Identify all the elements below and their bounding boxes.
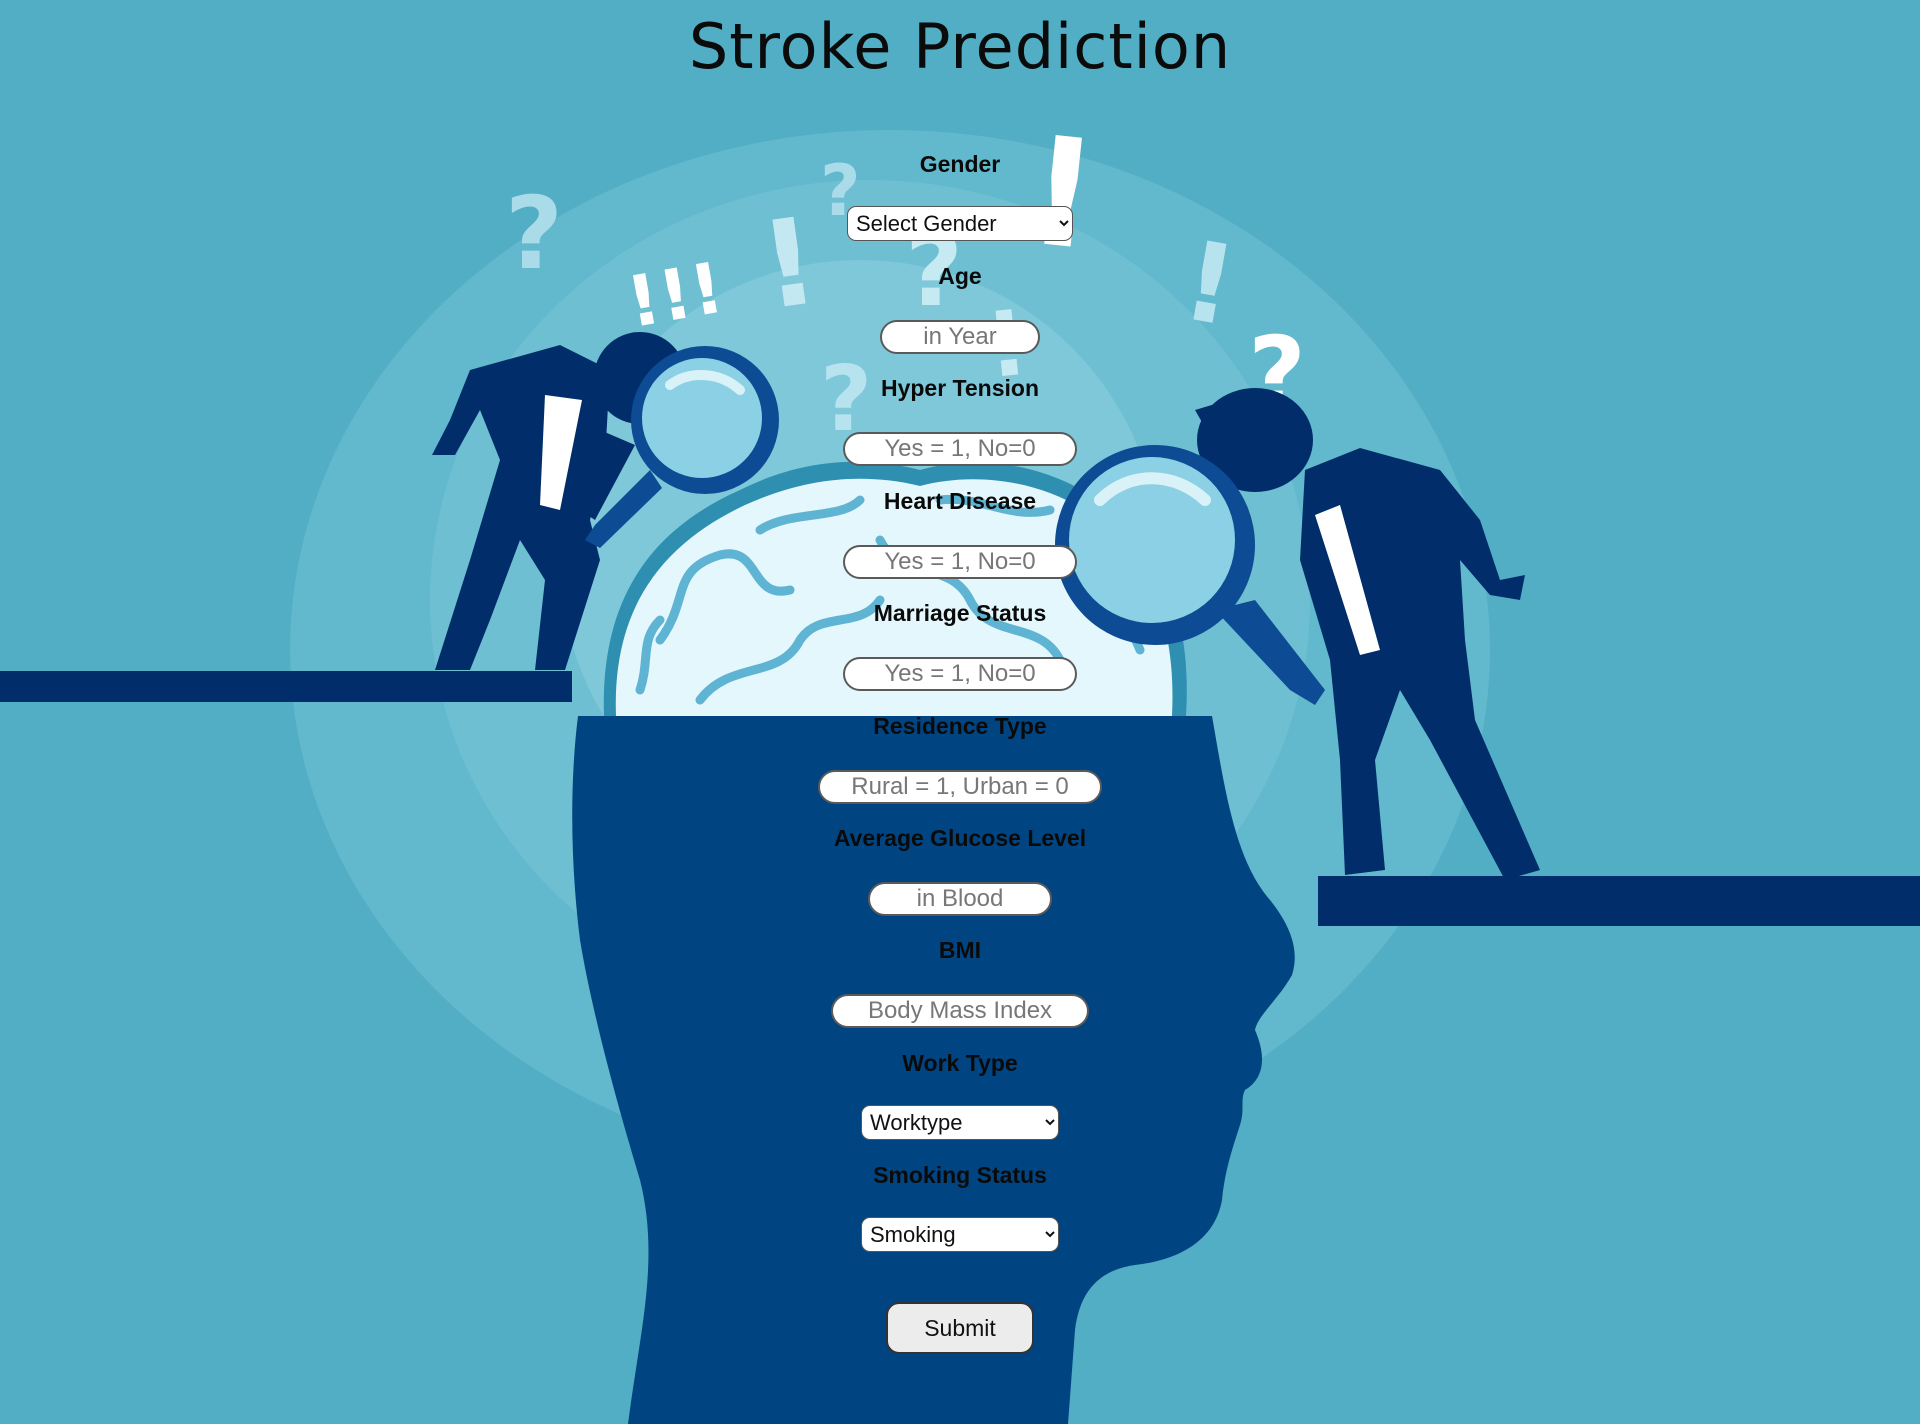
avg-glucose-label: Average Glucose Level <box>833 825 1087 851</box>
right-ledge <box>1318 876 1920 926</box>
work-type-select[interactable]: Worktype <box>861 1105 1059 1140</box>
residence-type-input[interactable] <box>818 770 1102 804</box>
heart-disease-field: Heart Disease <box>0 487 1920 579</box>
gender-select[interactable]: Select Gender <box>847 206 1073 241</box>
marriage-status-field: Marriage Status <box>0 599 1920 691</box>
right-detective-figure <box>1055 388 1540 880</box>
age-label: Age <box>938 263 982 289</box>
submit-button[interactable]: Submit <box>886 1302 1034 1354</box>
smoking-status-field: Smoking Status Smoking <box>0 1161 1920 1252</box>
hypertension-input[interactable] <box>843 432 1077 466</box>
residence-type-field: Residence Type <box>0 712 1920 804</box>
marriage-status-label: Marriage Status <box>873 600 1047 626</box>
age-input[interactable] <box>880 320 1040 354</box>
hypertension-label: Hyper Tension <box>880 375 1040 401</box>
gender-label: Gender <box>919 151 1001 177</box>
left-detective-figure <box>432 332 779 670</box>
heart-disease-label: Heart Disease <box>883 488 1037 514</box>
smoking-status-select[interactable]: Smoking <box>861 1217 1059 1252</box>
work-type-label: Work Type <box>902 1050 1018 1076</box>
hypertension-field: Hyper Tension <box>0 374 1920 466</box>
triple-exclamation-icon: !!! <box>621 247 730 344</box>
heart-disease-input[interactable] <box>843 545 1077 579</box>
question-mark-icon: ? <box>505 175 563 292</box>
work-type-field: Work Type Worktype <box>0 1049 1920 1140</box>
avg-glucose-input[interactable] <box>868 882 1052 916</box>
smoking-status-label: Smoking Status <box>873 1162 1047 1188</box>
head-silhouette <box>572 716 1295 1424</box>
left-ledge <box>0 671 572 702</box>
brain-illustration <box>603 461 1187 716</box>
bmi-label: BMI <box>938 937 982 963</box>
bmi-field: BMI <box>0 936 1920 1028</box>
avg-glucose-field: Average Glucose Level <box>0 824 1920 916</box>
age-field: Age <box>0 262 1920 354</box>
residence-type-label: Residence Type <box>873 713 1047 739</box>
bmi-input[interactable] <box>831 994 1089 1028</box>
gender-field: Gender Select Gender <box>0 150 1920 241</box>
marriage-status-input[interactable] <box>843 657 1077 691</box>
page-title: Stroke Prediction <box>688 10 1232 83</box>
